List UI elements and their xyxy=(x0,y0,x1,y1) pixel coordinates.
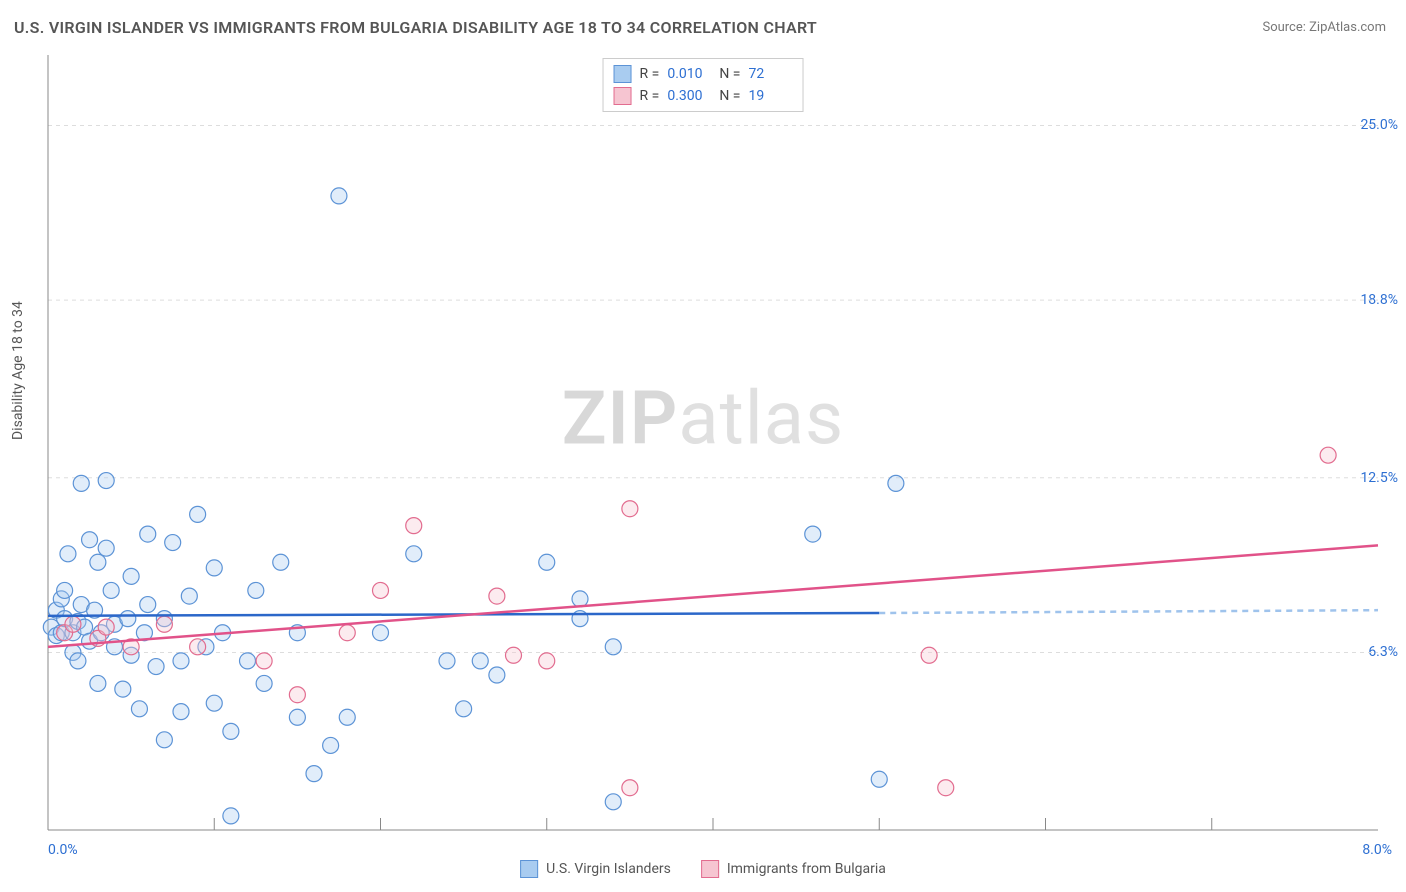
legend-swatch-1 xyxy=(614,87,632,105)
n-label: N = xyxy=(719,88,740,104)
correlation-legend: R = 0.010 N = 72 R = 0.300 N = 19 xyxy=(603,58,804,112)
n-label: N = xyxy=(719,66,740,82)
r-value-0: 0.010 xyxy=(667,66,711,82)
legend-row-series-0: R = 0.010 N = 72 xyxy=(614,63,793,85)
r-label: R = xyxy=(640,66,660,82)
r-value-1: 0.300 xyxy=(667,88,711,104)
r-label: R = xyxy=(640,88,660,104)
n-value-0: 72 xyxy=(748,66,792,82)
legend-row-series-1: R = 0.300 N = 19 xyxy=(614,85,793,107)
legend-swatch-0 xyxy=(614,65,632,83)
n-value-1: 19 xyxy=(748,88,792,104)
scatter-plot xyxy=(0,0,1406,892)
